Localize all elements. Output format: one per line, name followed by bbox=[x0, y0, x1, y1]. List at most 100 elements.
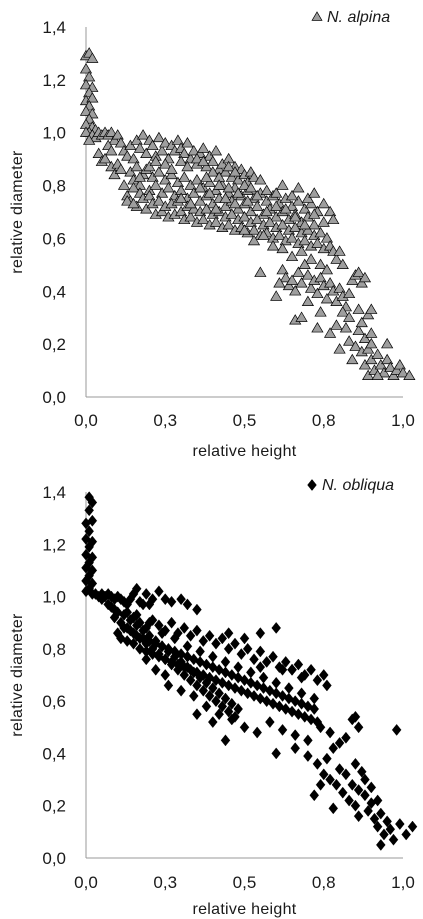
data-point bbox=[277, 663, 288, 676]
data-point bbox=[327, 213, 340, 225]
data-point bbox=[366, 781, 377, 794]
data-point bbox=[219, 200, 232, 211]
data-point bbox=[87, 496, 98, 509]
data-point bbox=[246, 666, 256, 679]
data-point bbox=[81, 585, 91, 598]
data-point bbox=[298, 234, 311, 246]
data-point bbox=[192, 708, 202, 721]
x-tick-label: 0,5 bbox=[233, 873, 257, 892]
data-point bbox=[352, 266, 365, 277]
data-point bbox=[362, 343, 375, 354]
data-point bbox=[285, 274, 299, 285]
data-point bbox=[187, 187, 200, 198]
y-tick-label: 1,4 bbox=[42, 483, 66, 502]
data-point bbox=[227, 697, 237, 710]
y-tick-label: 0,8 bbox=[42, 640, 66, 659]
data-point bbox=[228, 197, 242, 209]
data-point bbox=[303, 750, 313, 762]
data-point bbox=[304, 197, 318, 209]
data-point bbox=[314, 271, 327, 283]
data-point bbox=[320, 232, 334, 243]
data-point bbox=[381, 353, 394, 365]
legend-label: N. alpina bbox=[327, 9, 390, 26]
data-point bbox=[347, 778, 358, 791]
data-point bbox=[236, 648, 247, 660]
data-point bbox=[87, 514, 98, 527]
data-point bbox=[109, 603, 120, 616]
y-tick-label: 0,6 bbox=[42, 229, 66, 248]
data-point bbox=[228, 166, 242, 177]
data-point bbox=[350, 799, 361, 812]
data-point bbox=[333, 343, 346, 354]
data-point bbox=[86, 92, 99, 103]
data-point bbox=[280, 703, 291, 715]
data-point bbox=[315, 721, 326, 734]
data-point bbox=[174, 155, 188, 166]
data-point bbox=[360, 789, 370, 802]
data-point bbox=[242, 642, 253, 655]
data-point bbox=[204, 690, 215, 702]
data-point bbox=[150, 663, 161, 676]
data-point bbox=[239, 674, 250, 687]
data-point bbox=[331, 778, 342, 791]
data-point bbox=[159, 137, 172, 148]
x-tick-label: 0,8 bbox=[312, 411, 336, 430]
data-point bbox=[251, 200, 264, 211]
data-point bbox=[147, 648, 158, 660]
data-point bbox=[86, 52, 99, 63]
data-point bbox=[284, 692, 294, 705]
data-point bbox=[279, 203, 292, 214]
data-point bbox=[214, 708, 224, 721]
data-point bbox=[251, 189, 264, 201]
data-point bbox=[304, 282, 318, 293]
data-point bbox=[309, 692, 319, 705]
data-point bbox=[200, 160, 213, 172]
data-point bbox=[296, 671, 307, 684]
data-point bbox=[323, 205, 337, 217]
data-point bbox=[247, 234, 261, 246]
data-point bbox=[114, 137, 127, 148]
data-point bbox=[325, 726, 335, 739]
data-point bbox=[350, 710, 361, 723]
data-point bbox=[336, 258, 349, 269]
data-point bbox=[79, 78, 93, 90]
y-tick-label: 0,4 bbox=[42, 744, 66, 763]
data-point bbox=[384, 361, 397, 373]
data-point bbox=[105, 144, 118, 156]
data-point bbox=[377, 366, 391, 378]
data-point bbox=[365, 327, 378, 338]
data-point bbox=[333, 282, 346, 293]
data-point bbox=[323, 277, 337, 288]
data-point bbox=[301, 192, 315, 203]
data-point bbox=[119, 622, 129, 634]
data-point bbox=[159, 158, 172, 169]
data-point bbox=[198, 684, 209, 697]
data-point bbox=[292, 266, 305, 277]
data-point bbox=[222, 218, 235, 230]
data-point bbox=[127, 197, 140, 209]
data-point bbox=[187, 203, 200, 214]
data-point bbox=[318, 768, 329, 781]
data-point bbox=[200, 171, 213, 182]
data-point bbox=[320, 263, 334, 275]
data-point bbox=[358, 271, 372, 283]
data-point bbox=[140, 203, 153, 214]
data-point bbox=[233, 661, 243, 674]
y-tick-label: 0,2 bbox=[42, 797, 66, 816]
data-point bbox=[108, 134, 121, 145]
data-point bbox=[246, 676, 256, 689]
data-point bbox=[166, 595, 177, 608]
y-tick-label: 0,6 bbox=[42, 692, 66, 711]
data-point bbox=[407, 820, 418, 833]
data-point bbox=[230, 637, 240, 650]
data-point bbox=[314, 306, 327, 317]
data-point bbox=[185, 674, 196, 687]
data-point bbox=[342, 287, 356, 299]
data-point bbox=[222, 160, 235, 172]
data-point bbox=[222, 181, 235, 193]
data-point bbox=[308, 187, 321, 198]
data-point bbox=[358, 332, 372, 343]
data-point bbox=[195, 656, 205, 668]
data-point bbox=[374, 359, 387, 370]
data-point bbox=[208, 650, 218, 663]
